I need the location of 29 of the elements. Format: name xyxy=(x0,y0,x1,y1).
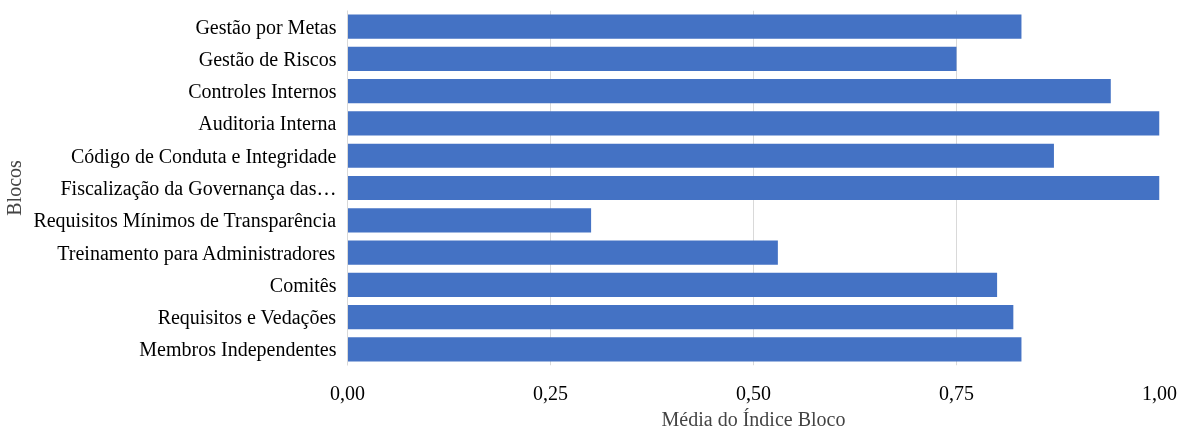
x-tick-label: 0,25 xyxy=(533,381,568,404)
bar xyxy=(347,46,957,72)
y-tick-label: Gestão de Riscos xyxy=(198,47,337,70)
y-tick-label: Treinamento para Administradores xyxy=(57,241,336,265)
y-tick-label: Comitês xyxy=(269,273,337,296)
y-tick-label: Fiscalização da Governança das… xyxy=(60,177,337,200)
bar xyxy=(347,143,1054,168)
bar xyxy=(347,337,1022,362)
x-tick-label: 0,00 xyxy=(330,381,365,404)
bar xyxy=(347,111,1160,136)
y-axis-title: Blocos xyxy=(3,160,26,216)
bar xyxy=(347,79,1111,104)
y-tick-label: Código de Conduta e Integridade xyxy=(71,144,337,168)
bar xyxy=(347,272,998,297)
bar xyxy=(347,304,1014,330)
y-tick-label: Gestão por Metas xyxy=(195,15,337,39)
x-tick-label: 0,75 xyxy=(939,381,974,404)
bar xyxy=(347,208,592,233)
y-tick-label: Requisitos e Vedações xyxy=(157,306,337,330)
y-tick-label: Auditoria Interna xyxy=(198,112,337,135)
bar xyxy=(347,14,1022,39)
bar xyxy=(347,240,778,265)
x-tick-label: 1,00 xyxy=(1142,381,1177,404)
x-tick-label: 0,50 xyxy=(736,381,771,404)
y-tick-label: Controles Internos xyxy=(188,80,337,103)
bar xyxy=(347,175,1160,201)
x-axis-title: Média do Índice Bloco xyxy=(661,407,846,430)
y-tick-label: Requisitos Mínimos de Transparência xyxy=(33,209,337,233)
y-tick-label: Membros Independentes xyxy=(139,338,337,362)
